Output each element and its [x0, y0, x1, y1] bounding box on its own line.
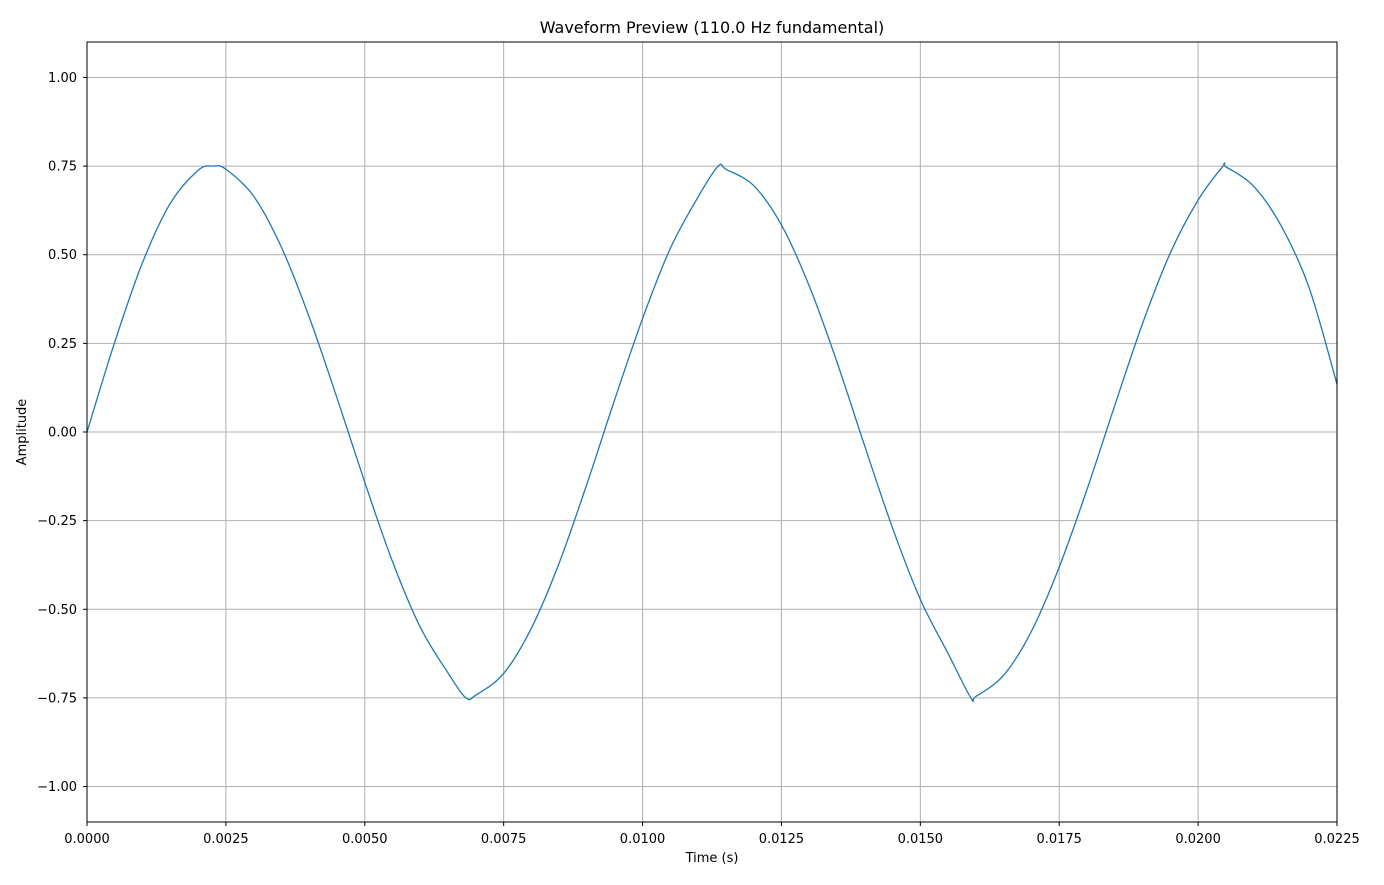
- x-tick-label: 0.0050: [342, 832, 388, 847]
- x-tick-label: 0.0150: [898, 832, 944, 847]
- y-tick-label: −0.50: [37, 603, 77, 618]
- waveform-series-line: [86, 162, 1338, 703]
- y-tick-label: −0.75: [37, 691, 77, 706]
- x-tick-label: 0.0100: [620, 832, 666, 847]
- x-tick-label: 0.0125: [759, 832, 805, 847]
- x-tick-label: 0.0225: [1314, 832, 1360, 847]
- x-tick-label: 0.0075: [481, 832, 527, 847]
- y-tick-label: 0.75: [48, 160, 77, 175]
- series-layer: [86, 162, 1338, 703]
- axis-ticks: 0.0000 0.0025 0.0050 0.0075 0.0100 0.0125 0.01…: [37, 71, 1360, 847]
- x-tick-label: 0.0175: [1036, 832, 1082, 847]
- x-axis-label: Time (s): [685, 851, 739, 866]
- x-tick-label: 0.0200: [1175, 832, 1221, 847]
- y-tick-label: 0.00: [48, 426, 77, 441]
- y-tick-label: −1.00: [37, 780, 77, 795]
- y-axis-label: Amplitude: [15, 399, 30, 466]
- x-tick-label: 0.0025: [203, 832, 249, 847]
- x-tick-label: 0.0000: [64, 832, 110, 847]
- y-tick-label: 1.00: [48, 71, 77, 86]
- chart-title: Waveform Preview (110.0 Hz fundamental): [540, 18, 885, 37]
- y-tick-label: 0.50: [48, 248, 77, 263]
- y-tick-label: 0.25: [48, 337, 77, 352]
- y-tick-label: −0.25: [37, 514, 77, 529]
- grid: [86, 42, 1338, 822]
